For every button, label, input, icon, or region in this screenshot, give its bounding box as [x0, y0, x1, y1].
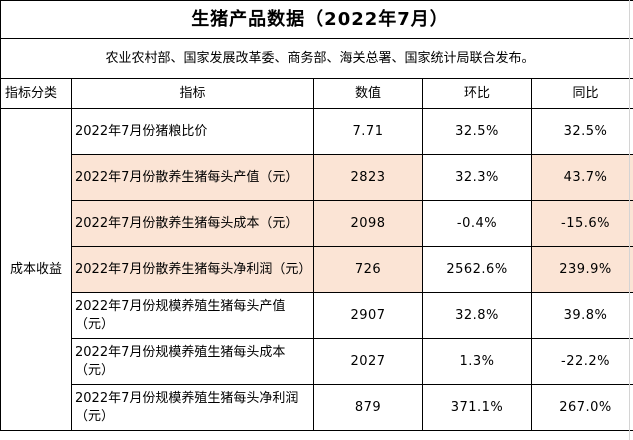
indicator-cell[interactable]: 2022年7月份散养生猪每头净利润（元） [71, 246, 314, 293]
table-row: 2022年7月份散养生猪每头成本（元） 2098 -0.4% -15.6% [1, 200, 633, 247]
table-row: 2022年7月份散养生猪每头产值（元） 2823 32.3% 43.7% [1, 154, 633, 201]
yoy-cell[interactable]: 239.9% [530, 246, 633, 293]
data-table: 生猪产品数据（2022年7月） 农业农村部、国家发展改革委、商务部、海关总署、国… [0, 0, 633, 431]
yoy-cell[interactable]: 267.0% [530, 384, 633, 431]
indicator-cell[interactable]: 2022年7月份规模养殖生猪每头净利润（元） [71, 384, 314, 431]
mom-cell[interactable]: -0.4% [422, 200, 532, 247]
header-row: 指标分类 指标 数值 环比 同比 [0, 78, 633, 109]
table-row: 2022年7月份规模养殖生猪每头净利润（元） 879 371.1% 267.0% [1, 384, 633, 431]
table-title[interactable]: 生猪产品数据（2022年7月） [0, 0, 633, 39]
header-category[interactable]: 指标分类 [0, 78, 72, 109]
header-mom[interactable]: 环比 [422, 78, 532, 109]
yoy-cell[interactable]: 43.7% [530, 154, 633, 201]
table-row: 2022年7月份散养生猪每头净利润（元） 726 2562.6% 239.9% [1, 246, 633, 293]
mom-cell[interactable]: 32.3% [422, 154, 532, 201]
table-row: 2022年7月份规模养殖生猪每头产值（元） 2907 32.8% 39.8% [1, 292, 633, 339]
indicator-cell[interactable]: 2022年7月份规模养殖生猪每头成本（元） [71, 338, 314, 385]
mom-cell[interactable]: 2562.6% [422, 246, 532, 293]
header-value[interactable]: 数值 [313, 78, 423, 109]
value-cell[interactable]: 2098 [313, 200, 423, 247]
mom-cell[interactable]: 371.1% [422, 384, 532, 431]
column-gridline [629, 0, 630, 440]
table-row: 成本收益 2022年7月份猪粮比价 7.71 32.5% 32.5% [0, 108, 633, 431]
value-cell[interactable]: 7.71 [313, 108, 423, 155]
indicator-cell[interactable]: 2022年7月份散养生猪每头成本（元） [71, 200, 314, 247]
yoy-cell[interactable]: 32.5% [530, 108, 633, 155]
value-cell[interactable]: 2907 [313, 292, 423, 339]
mom-cell[interactable]: 1.3% [422, 338, 532, 385]
indicator-cell[interactable]: 2022年7月份散养生猪每头产值（元） [71, 154, 314, 201]
yoy-cell[interactable]: -22.2% [530, 338, 633, 385]
mom-cell[interactable]: 32.5% [422, 108, 532, 155]
header-yoy[interactable]: 同比 [530, 78, 633, 109]
indicator-cell[interactable]: 2022年7月份规模养殖生猪每头产值（元） [71, 292, 314, 339]
value-cell[interactable]: 2027 [313, 338, 423, 385]
table-row: 2022年7月份规模养殖生猪每头成本（元） 2027 1.3% -22.2% [1, 338, 633, 385]
table-subtitle[interactable]: 农业农村部、国家发展改革委、商务部、海关总署、国家统计局联合发布。 [0, 38, 633, 79]
value-cell[interactable]: 726 [313, 246, 423, 293]
value-cell[interactable]: 2823 [313, 154, 423, 201]
subtitle-row: 农业农村部、国家发展改革委、商务部、海关总署、国家统计局联合发布。 [0, 38, 633, 79]
category-cell[interactable]: 成本收益 [0, 108, 72, 431]
yoy-cell[interactable]: 39.8% [530, 292, 633, 339]
indicator-cell[interactable]: 2022年7月份猪粮比价 [71, 108, 314, 155]
mom-cell[interactable]: 32.8% [422, 292, 532, 339]
title-row: 生猪产品数据（2022年7月） [0, 0, 633, 39]
header-indicator[interactable]: 指标 [71, 78, 314, 109]
yoy-cell[interactable]: -15.6% [530, 200, 633, 247]
value-cell[interactable]: 879 [313, 384, 423, 431]
